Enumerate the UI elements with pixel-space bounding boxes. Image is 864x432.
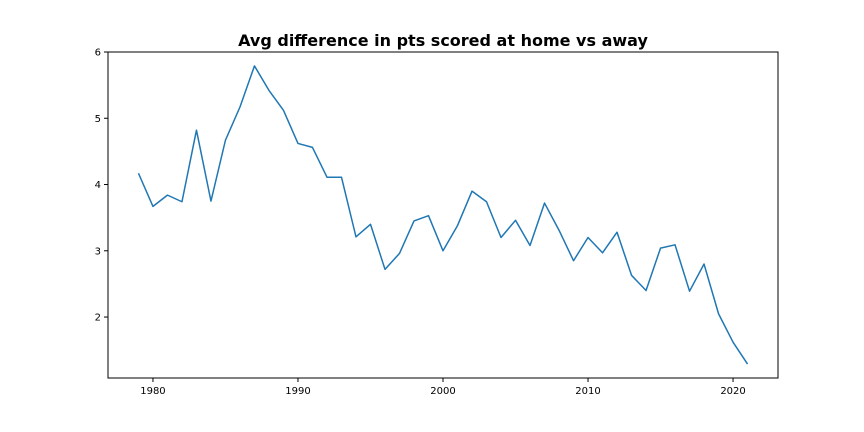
axes: 1980 1990 2000 2010 2020 2 3 4 5 6 bbox=[95, 48, 779, 397]
y-tick-label: 5 bbox=[95, 114, 101, 125]
plot-frame bbox=[107, 51, 779, 379]
chart-title: Avg difference in pts scored at home vs … bbox=[238, 31, 648, 50]
x-tick-label: 1980 bbox=[140, 386, 165, 397]
x-tick-label: 2000 bbox=[430, 386, 455, 397]
y-tick-label: 3 bbox=[95, 246, 101, 257]
y-tick-label: 2 bbox=[95, 313, 101, 324]
series-layer bbox=[137, 65, 749, 365]
x-tick-label: 2020 bbox=[720, 386, 745, 397]
x-tick-label: 1990 bbox=[285, 386, 310, 397]
series-line-0 bbox=[137, 65, 749, 365]
y-tick-label: 4 bbox=[95, 180, 101, 191]
y-tick-label: 6 bbox=[95, 48, 101, 59]
x-tick-label: 2010 bbox=[575, 386, 600, 397]
